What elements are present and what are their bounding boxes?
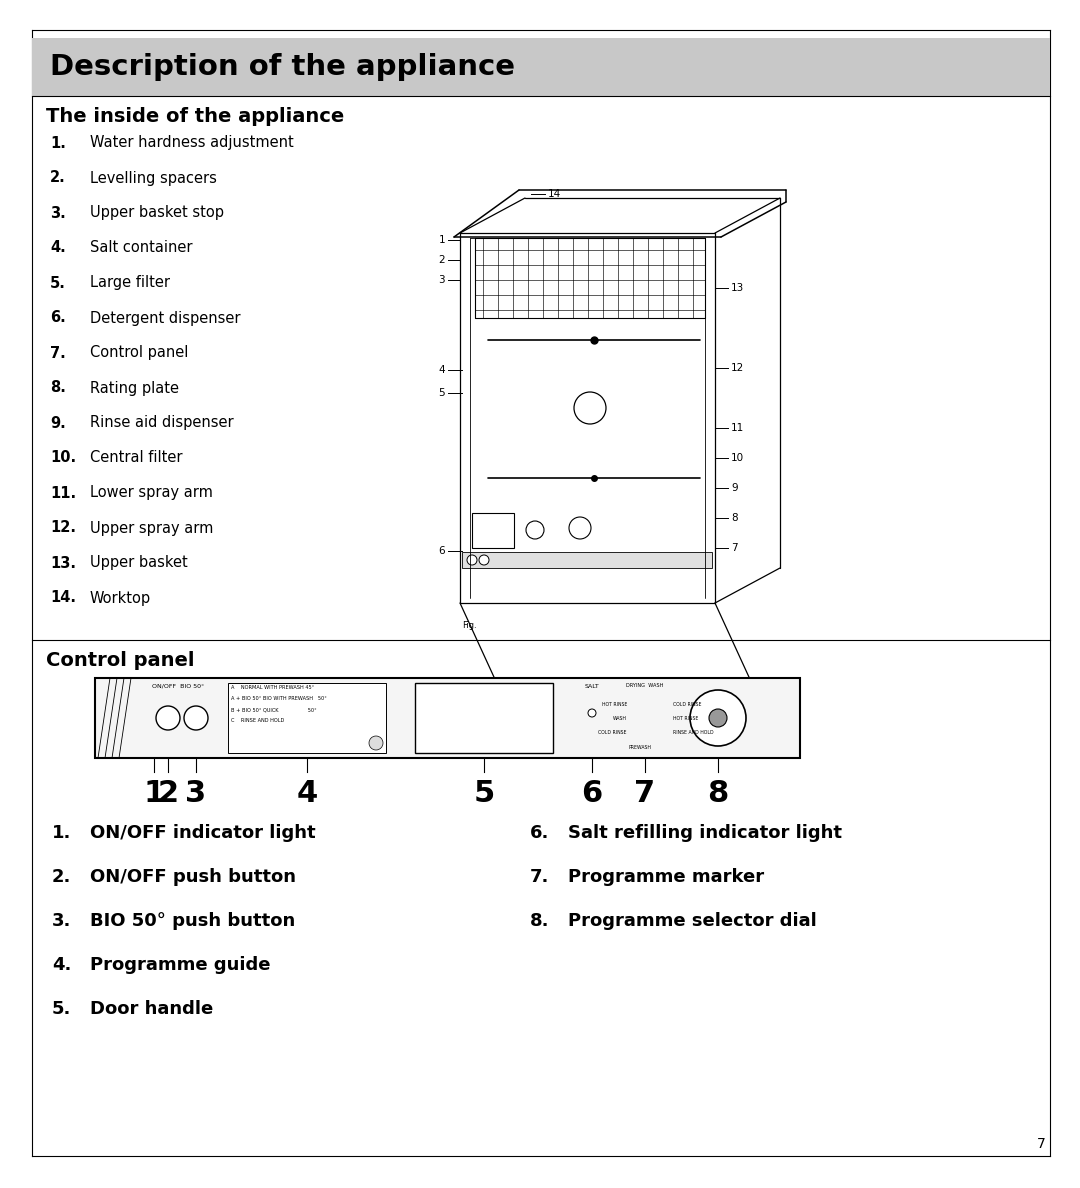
Text: 2.: 2.	[50, 171, 66, 185]
Text: Upper basket stop: Upper basket stop	[90, 206, 224, 221]
Text: HOT RINSE: HOT RINSE	[602, 701, 627, 707]
Text: Detergent dispenser: Detergent dispenser	[90, 310, 241, 326]
Text: Description of the appliance: Description of the appliance	[50, 53, 515, 81]
Text: 12: 12	[731, 364, 744, 373]
Text: COLD RINSE: COLD RINSE	[598, 729, 627, 734]
Text: Salt container: Salt container	[90, 240, 192, 255]
Text: 14: 14	[548, 189, 562, 200]
Text: Upper basket: Upper basket	[90, 556, 188, 570]
Text: 6: 6	[581, 779, 603, 809]
Text: 11: 11	[731, 423, 744, 432]
Text: Upper spray arm: Upper spray arm	[90, 520, 214, 536]
Circle shape	[708, 709, 727, 727]
Text: DRYING  WASH: DRYING WASH	[626, 683, 664, 688]
Text: 10.: 10.	[50, 450, 76, 466]
Text: Central filter: Central filter	[90, 450, 183, 466]
Text: RINSE AND HOLD: RINSE AND HOLD	[673, 729, 714, 734]
Text: COLD RINSE: COLD RINSE	[673, 701, 702, 707]
Text: Rating plate: Rating plate	[90, 380, 179, 396]
Text: ON/OFF indicator light: ON/OFF indicator light	[90, 824, 315, 842]
Text: 8: 8	[707, 779, 729, 809]
Text: 8.: 8.	[530, 912, 550, 930]
Text: Lower spray arm: Lower spray arm	[90, 486, 213, 500]
Text: 6.: 6.	[50, 310, 66, 326]
Text: 1: 1	[438, 235, 445, 245]
Bar	[462, 552, 712, 568]
Text: 7: 7	[731, 543, 738, 552]
Text: Worktop: Worktop	[90, 590, 151, 606]
Text: 1.: 1.	[52, 824, 71, 842]
Text: 6.: 6.	[530, 824, 550, 842]
Bar	[472, 513, 514, 548]
Text: 5: 5	[473, 779, 495, 809]
Text: 3: 3	[186, 779, 206, 809]
Text: 2: 2	[438, 255, 445, 265]
Text: C    RINSE AND HOLD: C RINSE AND HOLD	[231, 718, 284, 723]
Circle shape	[184, 706, 208, 729]
Text: 5: 5	[438, 388, 445, 398]
Bar	[95, 678, 800, 758]
Circle shape	[156, 706, 180, 729]
Text: ON/OFF  BIO 50°: ON/OFF BIO 50°	[152, 683, 204, 688]
Text: 7.: 7.	[530, 868, 550, 886]
Text: 9.: 9.	[50, 416, 66, 430]
Text: 3.: 3.	[50, 206, 66, 221]
Text: 4: 4	[438, 365, 445, 375]
Circle shape	[588, 709, 596, 718]
Text: 6: 6	[438, 546, 445, 556]
Text: Control panel: Control panel	[90, 346, 188, 360]
Text: 13.: 13.	[50, 556, 76, 570]
Text: 4.: 4.	[52, 956, 71, 974]
Text: 4: 4	[296, 779, 318, 809]
Text: 12.: 12.	[50, 520, 76, 536]
Text: 1: 1	[144, 779, 164, 809]
Text: Fig.: Fig.	[462, 620, 476, 630]
Text: Programme marker: Programme marker	[568, 868, 765, 886]
Text: HOT RINSE: HOT RINSE	[673, 715, 699, 720]
Text: 8: 8	[731, 513, 738, 523]
Text: Large filter: Large filter	[90, 276, 170, 291]
Text: 4.: 4.	[50, 240, 66, 255]
Text: 11.: 11.	[50, 486, 76, 500]
Text: BIO 50° push button: BIO 50° push button	[90, 912, 295, 930]
Circle shape	[690, 690, 746, 746]
Bar	[228, 683, 386, 753]
Text: 2.: 2.	[52, 868, 71, 886]
Text: 10: 10	[731, 453, 744, 463]
Text: B + BIO 50° QUICK                  50°: B + BIO 50° QUICK 50°	[231, 707, 316, 712]
Text: Salt refilling indicator light: Salt refilling indicator light	[568, 824, 842, 842]
Circle shape	[480, 555, 489, 565]
Circle shape	[467, 555, 477, 565]
Text: Levelling spacers: Levelling spacers	[90, 171, 217, 185]
Text: Programme selector dial: Programme selector dial	[568, 912, 816, 930]
Bar	[32, 38, 1050, 96]
Text: 9: 9	[731, 484, 738, 493]
Circle shape	[369, 737, 383, 750]
Text: 3.: 3.	[52, 912, 71, 930]
Bar	[415, 683, 553, 753]
Text: Door handle: Door handle	[90, 1000, 213, 1018]
Text: Water hardness adjustment: Water hardness adjustment	[90, 135, 294, 151]
Text: ON/OFF push button: ON/OFF push button	[90, 868, 296, 886]
Text: 7.: 7.	[50, 346, 66, 360]
Text: A + BIO 50° BIO WITH PREWASH   50°: A + BIO 50° BIO WITH PREWASH 50°	[231, 696, 327, 701]
Text: 14.: 14.	[50, 590, 76, 606]
Text: The inside of the appliance: The inside of the appliance	[46, 107, 345, 126]
Text: 8.: 8.	[50, 380, 66, 396]
Text: WASH: WASH	[613, 715, 627, 720]
Text: SALT: SALT	[584, 684, 599, 689]
Text: 13: 13	[731, 283, 744, 293]
Text: 7: 7	[1037, 1137, 1047, 1151]
Text: 5.: 5.	[52, 1000, 71, 1018]
Text: Control panel: Control panel	[46, 651, 194, 670]
Text: Programme guide: Programme guide	[90, 956, 270, 974]
Text: 3: 3	[438, 274, 445, 285]
Text: PREWASH: PREWASH	[629, 745, 651, 750]
Text: 2: 2	[158, 779, 178, 809]
Text: 1.: 1.	[50, 135, 66, 151]
Text: A    NORMAL WITH PREWASH 45°: A NORMAL WITH PREWASH 45°	[231, 685, 314, 690]
Text: Rinse aid dispenser: Rinse aid dispenser	[90, 416, 233, 430]
Text: 7: 7	[634, 779, 656, 809]
Text: 5.: 5.	[50, 276, 66, 291]
